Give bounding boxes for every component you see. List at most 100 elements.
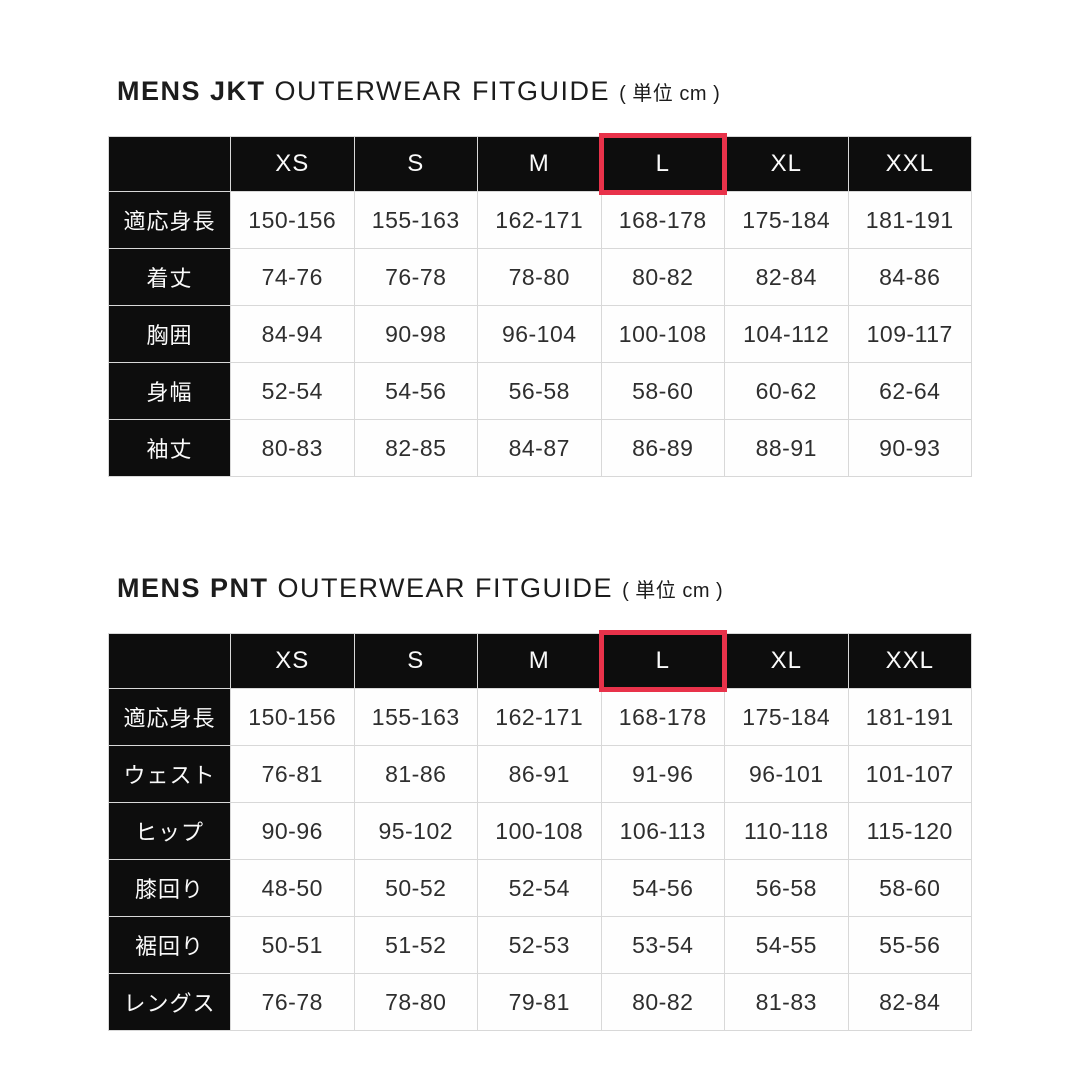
table-row-sleeve-length: 袖丈 80-83 82-85 84-87 86-89 88-91 90-93 [108,419,972,477]
measure-value: 88-91 [724,419,849,477]
measure-label: 胸囲 [108,305,231,363]
corner-cell [108,633,231,689]
measure-label: ウェスト [108,745,231,803]
measure-value: 181-191 [847,191,972,249]
measure-value: 76-78 [353,248,478,306]
table-row-chest: 胸囲 84-94 90-98 96-104 100-108 104-112 10… [108,305,972,363]
measure-value: 110-118 [724,802,849,860]
measure-value: 91-96 [600,745,725,803]
measure-label: レングス [108,973,231,1031]
measure-value: 84-86 [847,248,972,306]
measure-value: 78-80 [353,973,478,1031]
measure-value: 56-58 [724,859,849,917]
size-header-xs: XS [230,633,355,689]
table-row-hip: ヒップ 90-96 95-102 100-108 106-113 110-118… [108,802,972,860]
measure-value: 168-178 [600,688,725,746]
measure-value: 52-54 [477,859,602,917]
measure-label: 袖丈 [108,419,231,477]
measure-label: 身幅 [108,362,231,420]
table-row-waist: ウェスト 76-81 81-86 86-91 91-96 96-101 101-… [108,745,972,803]
measure-value: 96-104 [477,305,602,363]
measure-value: 50-52 [353,859,478,917]
jkt-size-table: XS S M L XL XXL 適応身長 150-156 155-163 162… [108,133,972,477]
size-header-l-label: L [655,647,670,674]
size-header-xl: XL [724,633,849,689]
table-row-body-length: 着丈 74-76 76-78 78-80 80-82 82-84 84-86 [108,248,972,306]
measure-value: 82-85 [353,419,478,477]
measure-value: 95-102 [353,802,478,860]
measure-label: 裾回り [108,916,231,974]
measure-value: 81-83 [724,973,849,1031]
pnt-title-bold: MENS PNT [117,573,269,603]
size-header-l-label: L [655,150,670,177]
jkt-title: MENS JKT OUTERWEAR FITGUIDE ( 単位 cm ) [117,75,972,110]
jkt-section: MENS JKT OUTERWEAR FITGUIDE ( 単位 cm ) XS… [108,75,972,477]
measure-value: 54-56 [600,859,725,917]
measure-label: 着丈 [108,248,231,306]
measure-label: 膝回り [108,859,231,917]
pnt-title-main: OUTERWEAR FITGUIDE [277,573,614,603]
table-row-height: 適応身長 150-156 155-163 162-171 168-178 175… [108,688,972,746]
measure-value: 109-117 [847,305,972,363]
pnt-size-header-row: XS S M L XL XXL [108,630,972,692]
size-header-l: L [598,133,727,195]
measure-value: 76-81 [230,745,355,803]
measure-value: 54-55 [724,916,849,974]
measure-label: ヒップ [108,802,231,860]
measure-value: 82-84 [847,973,972,1031]
measure-value: 90-96 [230,802,355,860]
measure-value: 100-108 [477,802,602,860]
measure-value: 104-112 [724,305,849,363]
measure-value: 48-50 [230,859,355,917]
measure-value: 50-51 [230,916,355,974]
measure-value: 58-60 [847,859,972,917]
measure-value: 80-83 [230,419,355,477]
table-row-hem: 裾回り 50-51 51-52 52-53 53-54 54-55 55-56 [108,916,972,974]
corner-cell [108,136,231,192]
table-row-knee: 膝回り 48-50 50-52 52-54 54-56 56-58 58-60 [108,859,972,917]
measure-value: 55-56 [847,916,972,974]
jkt-title-unit: ( 単位 cm ) [619,83,721,105]
measure-value: 150-156 [230,191,355,249]
measure-label: 適応身長 [108,191,231,249]
size-header-xl: XL [724,136,849,192]
measure-label: 適応身長 [108,688,231,746]
measure-value: 86-89 [600,419,725,477]
measure-value: 56-58 [477,362,602,420]
measure-value: 80-82 [600,248,725,306]
measure-value: 78-80 [477,248,602,306]
measure-value: 76-78 [230,973,355,1031]
measure-value: 52-54 [230,362,355,420]
measure-value: 58-60 [600,362,725,420]
measure-value: 181-191 [847,688,972,746]
measure-value: 106-113 [600,802,725,860]
size-header-xs: XS [230,136,355,192]
measure-value: 84-94 [230,305,355,363]
table-row-body-width: 身幅 52-54 54-56 56-58 58-60 60-62 62-64 [108,362,972,420]
measure-value: 162-171 [477,688,602,746]
measure-value: 115-120 [847,802,972,860]
measure-value: 168-178 [600,191,725,249]
measure-value: 150-156 [230,688,355,746]
table-row-length: レングス 76-78 78-80 79-81 80-82 81-83 82-84 [108,973,972,1031]
measure-value: 90-98 [353,305,478,363]
pnt-title: MENS PNT OUTERWEAR FITGUIDE ( 単位 cm ) [117,572,972,607]
jkt-title-main: OUTERWEAR FITGUIDE [274,76,611,106]
measure-value: 155-163 [353,688,478,746]
size-header-xxl: XXL [847,633,972,689]
measure-value: 82-84 [724,248,849,306]
size-header-l: L [598,630,727,692]
size-header-s: S [353,633,478,689]
measure-value: 155-163 [353,191,478,249]
pnt-size-table: XS S M L XL XXL 適応身長 150-156 155-163 162… [108,630,972,1031]
measure-value: 81-86 [353,745,478,803]
size-header-m: M [477,136,602,192]
jkt-size-header-row: XS S M L XL XXL [108,133,972,195]
measure-value: 62-64 [847,362,972,420]
measure-value: 53-54 [600,916,725,974]
measure-value: 74-76 [230,248,355,306]
pnt-section: MENS PNT OUTERWEAR FITGUIDE ( 単位 cm ) XS… [108,572,972,1031]
measure-value: 52-53 [477,916,602,974]
size-header-s: S [353,136,478,192]
